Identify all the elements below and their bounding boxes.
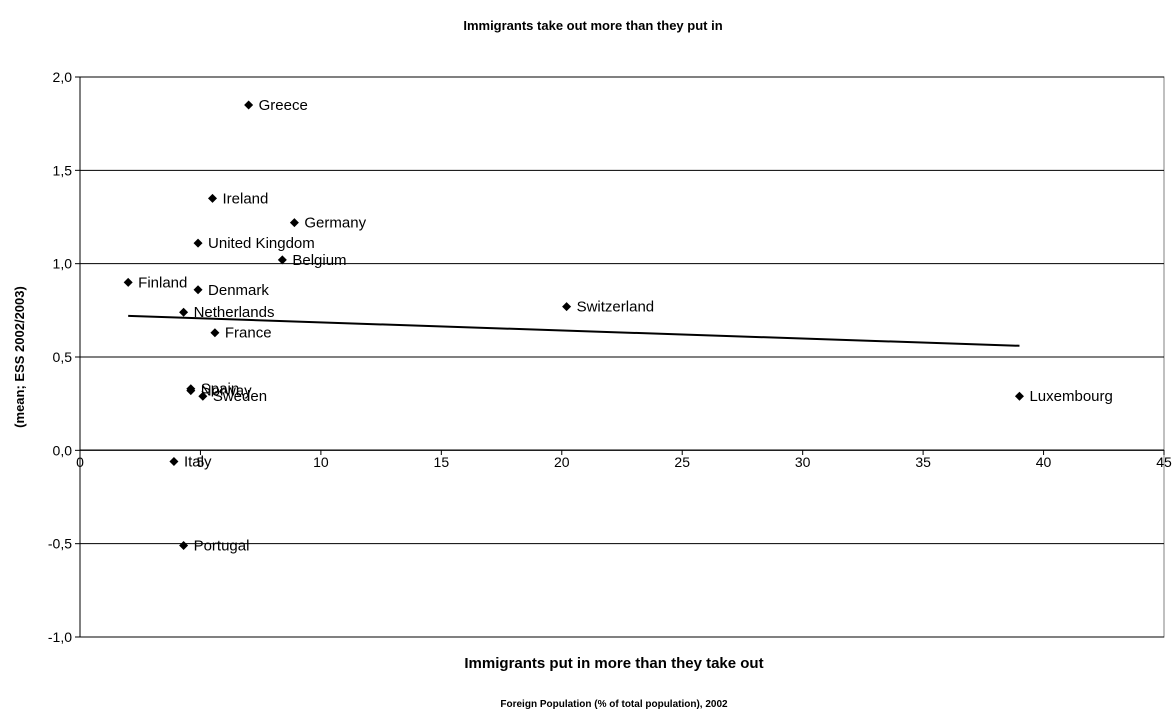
data-point-label: Denmark [208, 282, 269, 299]
trendline [128, 314, 1020, 347]
x-tick-label: 25 [674, 454, 690, 470]
data-point-marker [193, 285, 203, 295]
y-tick-label: -0,5 [48, 536, 72, 552]
data-point-marker [210, 328, 220, 338]
data-point-marker [179, 541, 189, 551]
y-tick-label: 1,5 [53, 162, 73, 178]
data-point-label: Germany [304, 215, 366, 232]
data-point-marker [179, 307, 189, 317]
x-tick-labels: 0 5 10 15 20 25 30 35 40 45 [76, 454, 1172, 470]
y-tick-label: 2,0 [53, 69, 73, 85]
data-point-marker [277, 255, 287, 265]
chart-title: Immigrants take out more than they put i… [463, 18, 722, 33]
y-tick-label: 0,5 [53, 349, 73, 365]
data-point-label: Switzerland [577, 299, 655, 316]
x-tick-label: 15 [434, 454, 450, 470]
data-point-label: Spain [201, 381, 239, 398]
data-point-marker [193, 238, 203, 248]
data-point-label: Italy [184, 454, 212, 471]
data-point-marker [123, 277, 133, 287]
x-tick-label: 5 [197, 454, 205, 470]
data-point-label: Finland [138, 274, 187, 291]
x-axis-label: Foreign Population (% of total populatio… [500, 699, 728, 710]
data-point-marker [186, 386, 196, 396]
bottom-caption: Immigrants put in more than they take ou… [464, 655, 763, 672]
data-point-label: Belgium [292, 252, 346, 269]
x-tick-label: 30 [795, 454, 811, 470]
x-tick-label: 20 [554, 454, 570, 470]
data-point-label: France [225, 325, 272, 342]
axes [75, 76, 1165, 638]
x-tick-label: 40 [1036, 454, 1052, 470]
data-point-marker [198, 391, 208, 401]
data-point-label: Luxembourg [1029, 388, 1112, 405]
x-tick-label: 35 [915, 454, 931, 470]
y-axis-label: (mean; ESS 2002/2003) [12, 286, 27, 428]
data-point-marker [244, 100, 254, 110]
data-point-marker [169, 457, 179, 467]
x-tick-label: 45 [1156, 454, 1172, 470]
y-tick-label: 1,0 [53, 256, 73, 272]
x-tick-label: 10 [313, 454, 329, 470]
data-point-label: Greece [259, 97, 308, 114]
data-point-marker [207, 193, 217, 203]
data-point-label: United Kingdom [208, 235, 315, 252]
y-tick-label: 0,0 [53, 442, 73, 458]
data-point-marker [562, 302, 572, 312]
data-points: Greece Ireland Germany United KingdomBelgiu… [123, 97, 1113, 555]
data-point-label: Ireland [222, 190, 268, 207]
y-tick-labels: 2,0 1,5 1,0 0,5 0,0 -0,5 -1,0 [48, 69, 72, 645]
data-point-label: Sweden [213, 388, 267, 405]
trendline-group [128, 314, 1020, 347]
data-point-label: Netherlands [194, 304, 275, 321]
data-point-label: Portugal [194, 538, 250, 555]
data-point-marker [289, 218, 299, 228]
x-tick-label: 0 [76, 454, 84, 470]
data-point-label: Norway [201, 383, 252, 400]
y-tick-label: -1,0 [48, 629, 72, 645]
data-point-marker [1014, 391, 1024, 401]
